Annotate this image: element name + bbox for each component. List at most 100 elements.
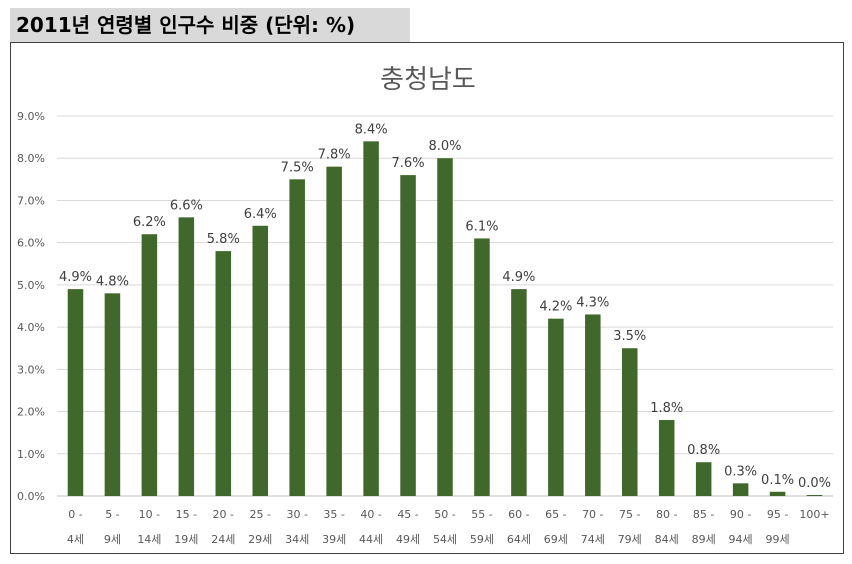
- bar: [548, 318, 564, 496]
- chart-title: 충청남도: [380, 65, 476, 95]
- y-tick-label: 7.0%: [17, 194, 45, 207]
- y-tick-label: 2.0%: [17, 406, 45, 419]
- data-label: 8.4%: [355, 122, 388, 137]
- x-tick-label: 85 -: [693, 508, 714, 521]
- bar: [289, 179, 305, 497]
- x-tick-label: 84세: [655, 533, 679, 546]
- x-tick-label: 89세: [692, 533, 716, 546]
- bar: [769, 491, 786, 496]
- x-tick-label: 69세: [544, 533, 568, 546]
- bar: [326, 166, 342, 496]
- bar: [622, 348, 638, 496]
- data-label: 4.9%: [59, 270, 92, 285]
- data-label: 7.5%: [281, 160, 314, 175]
- x-tick-label: 40 -: [360, 508, 381, 521]
- y-tick-label: 9.0%: [17, 110, 45, 123]
- page-heading: 2011년 연령별 인구수 비중 (단위: %): [10, 8, 410, 42]
- x-tick-label: 65 -: [545, 508, 566, 521]
- x-tick-label: 74세: [581, 533, 605, 546]
- x-tick-label: 30 -: [286, 508, 307, 521]
- data-label: 4.9%: [502, 270, 535, 285]
- data-label: 4.8%: [96, 274, 129, 289]
- x-tick-label: 95 -: [767, 508, 788, 521]
- x-tick-label: 45 -: [397, 508, 418, 521]
- x-tick-label: 55 -: [471, 508, 492, 521]
- x-tick-label: 75 -: [619, 508, 640, 521]
- x-tick-label: 70 -: [582, 508, 603, 521]
- x-tick-label: 100+: [799, 508, 829, 521]
- data-label: 0.0%: [798, 476, 831, 491]
- bar: [437, 158, 453, 496]
- bar: [141, 234, 158, 496]
- bars: [67, 141, 823, 497]
- bar: [658, 420, 675, 496]
- x-tick-label: 54세: [433, 533, 457, 546]
- bar: [806, 495, 823, 496]
- bar-chart: 충청남도 0.0% 1.0% 2.0% 3.0% 4.0% 5.0% 6.0% 7.0% 8.0…: [17, 65, 833, 546]
- x-tick-label: 0 -: [68, 508, 82, 521]
- y-tick-label: 6.0%: [17, 237, 45, 250]
- data-label: 0.1%: [761, 473, 794, 488]
- x-tick-label: 90 -: [730, 508, 751, 521]
- x-axis: 0 - 4세 5 - 9세 10 - 14세 15 - 19세 20 - 24세 25 - 29세 30…: [67, 508, 830, 546]
- data-label: 7.6%: [392, 156, 425, 171]
- data-label: 0.8%: [687, 443, 720, 458]
- data-label: 6.6%: [170, 198, 203, 213]
- x-tick-label: 39세: [322, 533, 346, 546]
- bar: [732, 483, 749, 496]
- x-tick-label: 34세: [285, 533, 309, 546]
- x-tick-label: 64세: [507, 533, 531, 546]
- x-tick-label: 14세: [137, 533, 161, 546]
- x-tick-label: 19세: [174, 533, 198, 546]
- bar: [400, 175, 416, 496]
- data-label: 7.8%: [318, 148, 351, 163]
- bar: [511, 289, 527, 496]
- data-label: 5.8%: [207, 232, 240, 247]
- data-label: 4.3%: [576, 295, 609, 310]
- x-tick-label: 94세: [729, 533, 753, 546]
- bar: [585, 314, 601, 496]
- y-tick-label: 3.0%: [17, 363, 45, 376]
- data-label: 6.1%: [465, 219, 498, 234]
- y-tick-label: 0.0%: [17, 490, 45, 503]
- x-tick-label: 99세: [766, 533, 790, 546]
- x-tick-label: 44세: [359, 533, 383, 546]
- bar: [67, 289, 84, 496]
- bar: [363, 141, 379, 496]
- data-label: 8.0%: [428, 139, 461, 154]
- bar: [695, 462, 712, 496]
- x-tick-label: 5 -: [105, 508, 119, 521]
- x-tick-label: 80 -: [656, 508, 677, 521]
- x-tick-label: 24세: [211, 533, 235, 546]
- x-tick-label: 20 -: [213, 508, 234, 521]
- x-tick-label: 50 -: [434, 508, 455, 521]
- x-tick-label: 4세: [67, 533, 84, 546]
- bar: [215, 251, 232, 496]
- data-label: 0.3%: [724, 464, 757, 479]
- data-label: 4.2%: [539, 300, 572, 315]
- y-tick-label: 4.0%: [17, 321, 45, 334]
- x-tick-label: 79세: [618, 533, 642, 546]
- y-tick-label: 8.0%: [17, 152, 45, 165]
- y-axis: 0.0% 1.0% 2.0% 3.0% 4.0% 5.0% 6.0% 7.0% 8.0% 9.0%: [17, 110, 45, 503]
- x-tick-label: 29세: [248, 533, 272, 546]
- x-tick-label: 59세: [470, 533, 494, 546]
- data-label: 3.5%: [613, 329, 646, 344]
- x-tick-label: 60 -: [508, 508, 529, 521]
- x-tick-label: 49세: [396, 533, 420, 546]
- y-tick-label: 5.0%: [17, 279, 45, 292]
- bar: [104, 293, 121, 496]
- data-label: 1.8%: [650, 401, 683, 416]
- data-label: 6.4%: [244, 207, 277, 222]
- x-tick-label: 10 -: [139, 508, 160, 521]
- x-tick-label: 15 -: [176, 508, 197, 521]
- bar: [474, 238, 490, 496]
- x-tick-label: 35 -: [323, 508, 344, 521]
- chart-frame: 충청남도 0.0% 1.0% 2.0% 3.0% 4.0% 5.0% 6.0% 7.0% 8.0…: [10, 42, 844, 554]
- x-tick-label: 25 -: [250, 508, 271, 521]
- data-labels: 4.9% 4.8% 6.2% 6.6% 5.8% 6.4% 7.5% 7.8% 8.4% 7.6%…: [59, 122, 831, 491]
- y-tick-label: 1.0%: [17, 448, 45, 461]
- data-label: 6.2%: [133, 215, 166, 230]
- bar: [252, 225, 268, 496]
- x-tick-label: 9세: [104, 533, 121, 546]
